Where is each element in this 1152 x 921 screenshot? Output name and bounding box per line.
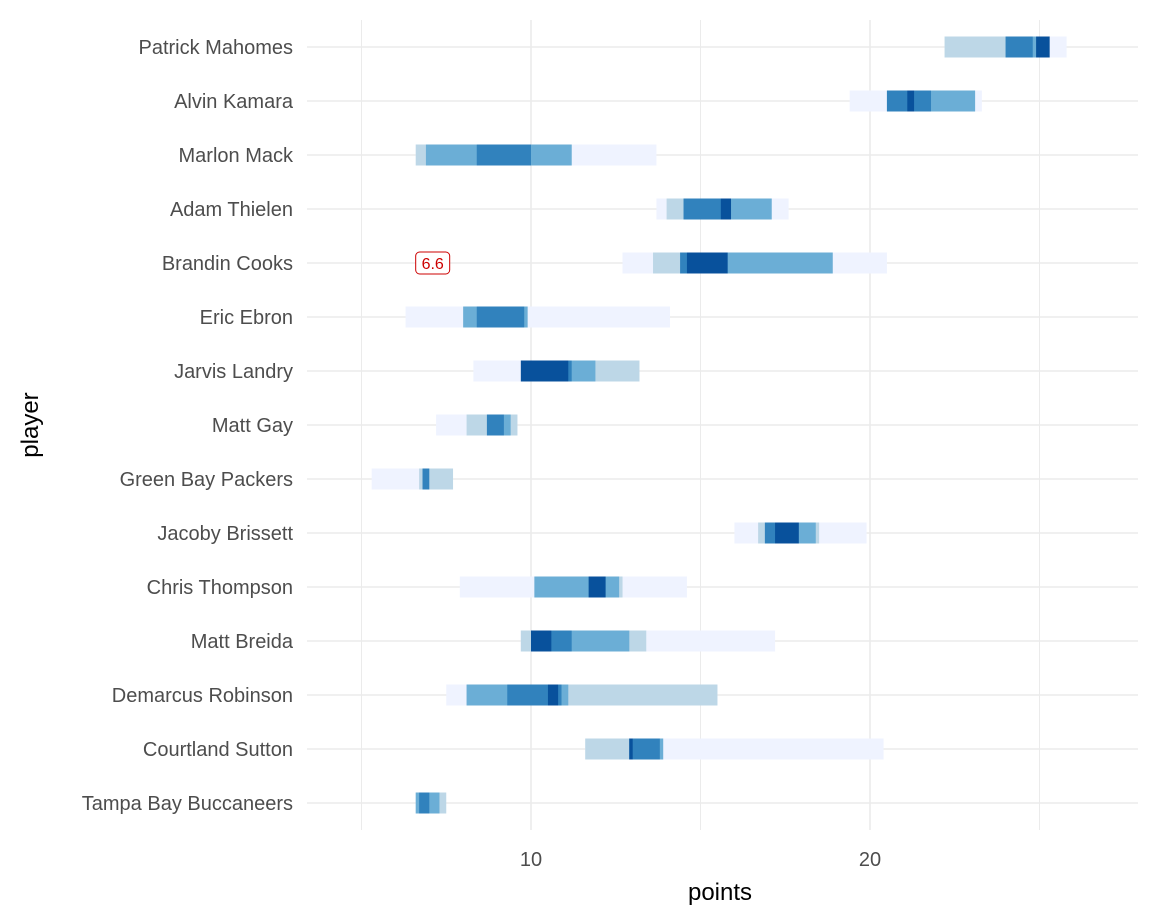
bar-segment-darkest	[720, 198, 732, 220]
player-bar-group	[622, 252, 887, 274]
bar-segment-darkest	[629, 738, 633, 760]
player-bar-group	[520, 630, 776, 652]
bar-segment-dark	[1005, 36, 1033, 58]
player-bar-group	[473, 360, 640, 382]
bar-segment-medium	[534, 576, 620, 598]
bar-segment-darkest	[520, 360, 569, 382]
y-tick-label: Tampa Bay Buccaneers	[82, 793, 293, 815]
bar-segment-dark	[486, 414, 504, 436]
y-axis-title: player	[17, 392, 44, 457]
bar-segment-darkest	[907, 90, 915, 112]
x-tick-label: 10	[520, 849, 542, 871]
player-bar-group	[405, 306, 670, 328]
player-bar-group	[849, 90, 982, 112]
bar-segment-darkest	[588, 576, 606, 598]
bar-segment-dark	[476, 144, 531, 166]
bar-segment-lightest	[405, 306, 670, 328]
player-bar-group	[944, 36, 1067, 58]
x-tick-label: 20	[859, 849, 881, 871]
x-axis-title: points	[688, 879, 752, 906]
y-tick-label: Patrick Mahomes	[139, 37, 294, 59]
y-tick-label: Jacoby Brissett	[157, 523, 293, 545]
annotations: 6.6	[415, 251, 451, 275]
player-bar-group	[734, 522, 867, 544]
annotation-label: 6.6	[422, 256, 444, 273]
bar-segment-dark	[419, 792, 430, 814]
player-bar-group	[656, 198, 789, 220]
bars	[371, 36, 1067, 814]
y-tick-label: Brandin Cooks	[162, 253, 293, 275]
grid-lines	[307, 20, 1138, 830]
player-bar-group	[585, 738, 884, 760]
bar-segment-dark	[476, 306, 525, 328]
bar-segment-darkest	[775, 522, 799, 544]
annotation-box	[415, 251, 451, 275]
player-bar-group	[415, 144, 657, 166]
y-tick-label: Alvin Kamara	[174, 91, 294, 113]
player-bar-group	[415, 792, 447, 814]
y-tick-label: Matt Gay	[212, 415, 293, 437]
bar-segment-darkest	[547, 684, 559, 706]
y-tick-label: Matt Breida	[191, 631, 294, 653]
bar-segment-darkest	[531, 630, 552, 652]
bar-segment-dark	[629, 738, 660, 760]
y-tick-label: Courtland Sutton	[143, 739, 293, 761]
bar-segment-darkest	[1036, 36, 1050, 58]
y-tick-label: Jarvis Landry	[174, 361, 293, 383]
y-tick-labels: Patrick Mahomes Alvin Kamara Marlon Mack Ad…	[82, 37, 294, 815]
x-tick-labels: 10 20	[520, 849, 881, 871]
y-tick-label: Green Bay Packers	[120, 469, 293, 491]
player-bar-group	[459, 576, 687, 598]
player-bar-group	[371, 468, 454, 490]
y-tick-label: Chris Thompson	[147, 577, 293, 599]
bar-segment-dark	[683, 198, 732, 220]
y-tick-label: Demarcus Robinson	[112, 685, 293, 707]
y-tick-label: Eric Ebron	[200, 307, 293, 329]
bar-segment-dark	[422, 468, 430, 490]
bar-segment-darkest	[686, 252, 728, 274]
y-tick-label: Marlon Mack	[179, 145, 294, 167]
y-tick-label: Adam Thielen	[170, 199, 293, 221]
player-bar-group	[446, 684, 718, 706]
player-bar-group	[436, 414, 518, 436]
